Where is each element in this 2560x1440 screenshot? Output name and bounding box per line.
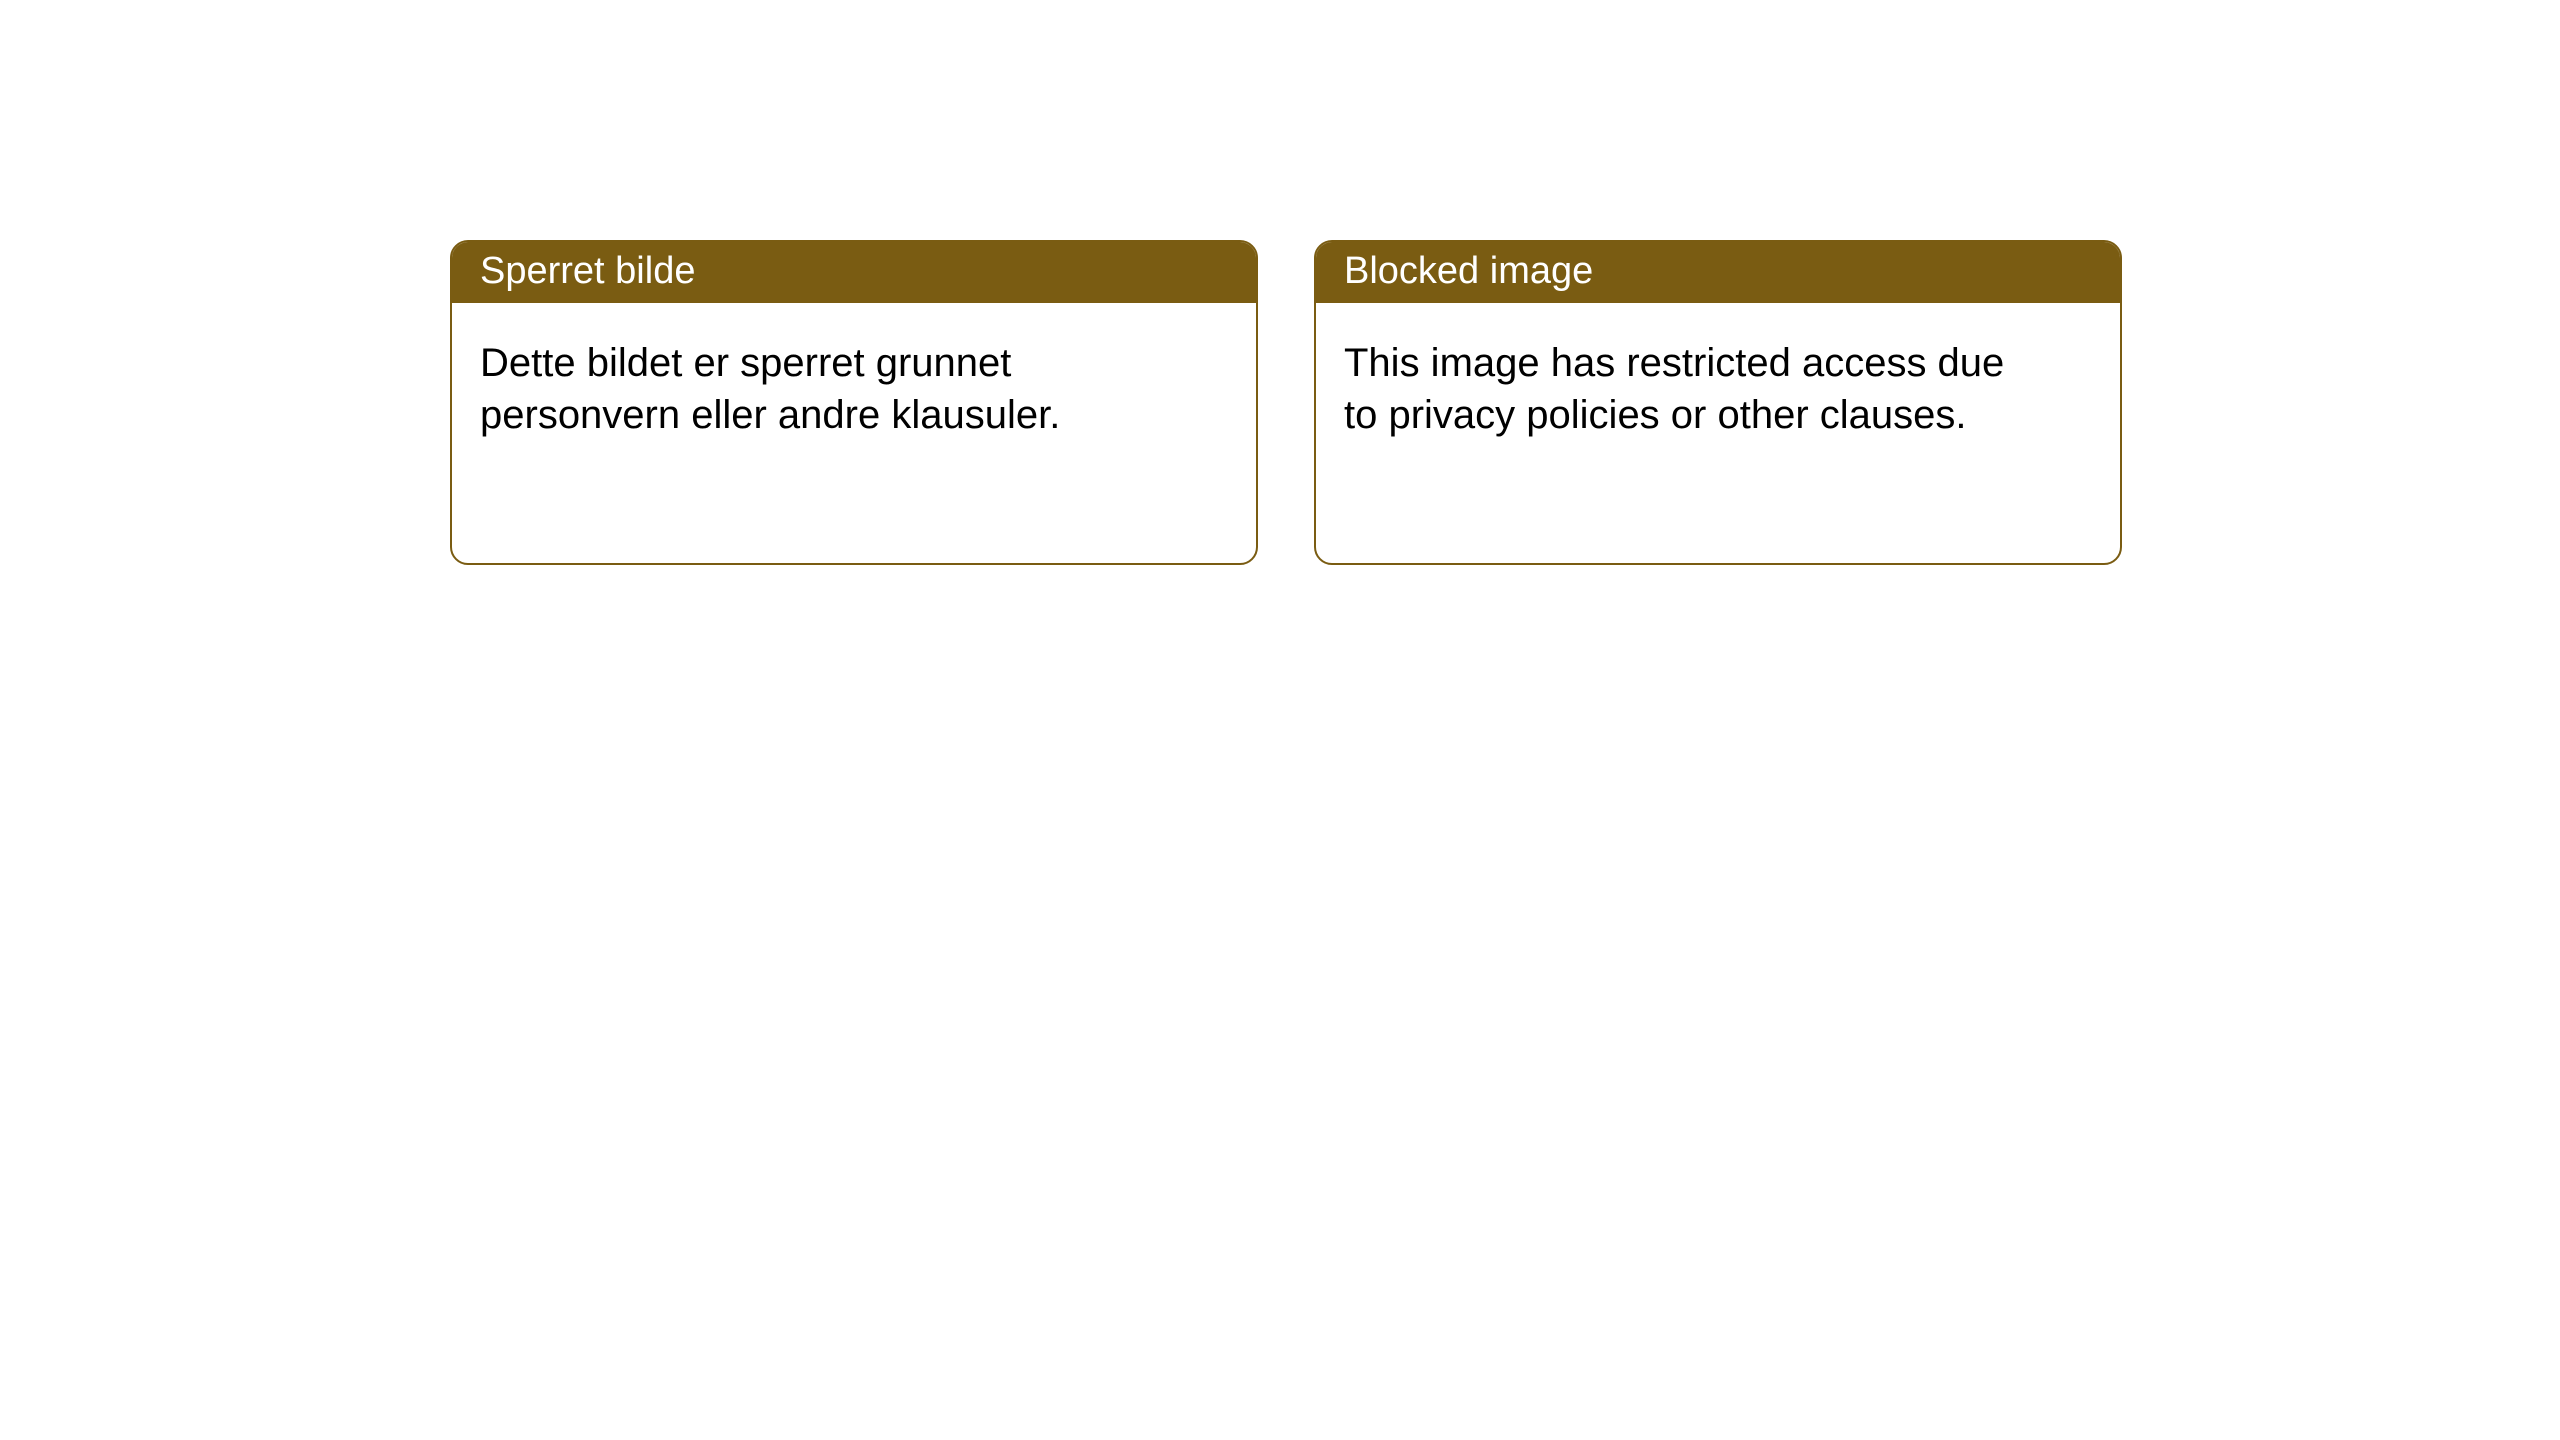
notice-body: This image has restricted access due to … [1316, 303, 2120, 563]
notice-body-text: This image has restricted access due to … [1344, 337, 2044, 441]
notice-container: Sperret bilde Dette bildet er sperret gr… [0, 0, 2560, 565]
notice-header-text: Sperret bilde [480, 250, 695, 292]
notice-card-english: Blocked image This image has restricted … [1314, 240, 2122, 565]
notice-body-text: Dette bildet er sperret grunnet personve… [480, 337, 1180, 441]
notice-header: Sperret bilde [452, 242, 1256, 303]
notice-header-text: Blocked image [1344, 250, 1593, 292]
notice-header: Blocked image [1316, 242, 2120, 303]
notice-body: Dette bildet er sperret grunnet personve… [452, 303, 1256, 563]
notice-card-norwegian: Sperret bilde Dette bildet er sperret gr… [450, 240, 1258, 565]
